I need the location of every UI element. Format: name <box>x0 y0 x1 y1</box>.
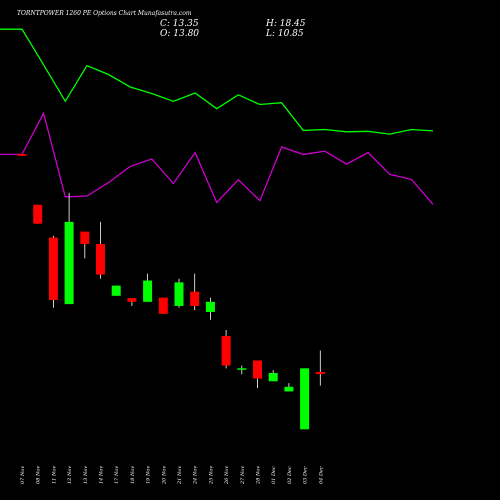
x-tick-label: 18 Nov <box>130 466 136 484</box>
candle <box>143 273 153 302</box>
candle-body <box>127 298 137 302</box>
candle <box>284 383 294 392</box>
candle <box>253 360 262 389</box>
x-tick-label: 04 Dec <box>318 466 324 484</box>
x-tick-label: 08 Nov <box>36 466 42 484</box>
candle <box>158 297 168 314</box>
x-tick-label: 27 Nov <box>240 466 246 485</box>
candle-body <box>237 368 247 370</box>
x-tick-label: 17 Nov <box>114 466 120 484</box>
candle <box>315 350 325 386</box>
candle <box>64 192 74 305</box>
candle-body <box>284 386 294 392</box>
candle <box>17 153 27 156</box>
candle-body <box>205 301 215 312</box>
candle <box>127 298 137 306</box>
candles <box>17 153 325 430</box>
x-axis-labels: 07 Nov 08 Nov 11 Nov 12 Nov 13 Nov 14 Nov 17 N… <box>20 466 324 485</box>
x-tick-label: 14 Nov <box>99 466 105 484</box>
candle-body <box>268 372 278 382</box>
close-value: C: 13.35 <box>160 19 199 29</box>
candle-body <box>17 153 27 156</box>
candle-body <box>33 204 43 224</box>
x-tick-label: 28 Nov <box>256 466 262 485</box>
x-tick-label: 26 Nov <box>224 466 230 485</box>
candle <box>96 221 105 279</box>
candle <box>33 204 43 224</box>
x-tick-label: 07 Nov <box>20 466 26 484</box>
candle-body <box>96 244 105 275</box>
x-tick-label: 02 Dec <box>287 466 293 484</box>
candle-body <box>174 282 184 306</box>
chart-title: TORNTPOWER 1260 PE Options Chart Munafas… <box>17 10 192 17</box>
candle-body <box>64 221 74 305</box>
candle <box>300 368 310 430</box>
candle <box>221 329 231 369</box>
candle <box>190 273 200 311</box>
candle <box>111 285 121 296</box>
candle <box>237 365 247 375</box>
candle-body <box>158 297 168 314</box>
candle-body <box>190 291 200 306</box>
x-tick-label: 03 Dec <box>303 466 309 484</box>
candle-body <box>111 285 121 296</box>
candle-body <box>143 280 153 302</box>
x-tick-label: 01 Dec <box>271 466 277 484</box>
candle <box>174 278 184 308</box>
x-tick-label: 12 Nov <box>67 466 73 484</box>
candle-body <box>315 372 325 375</box>
low-value: L: 10.85 <box>266 29 304 39</box>
x-tick-label: 21 Nov <box>177 466 183 485</box>
high-value: H: 18.45 <box>266 19 306 29</box>
overlay-line-1 <box>0 28 434 135</box>
candle <box>80 231 90 259</box>
candle <box>205 297 215 320</box>
candle-body <box>48 237 58 300</box>
candle-body <box>253 360 262 379</box>
x-tick-label: 24 Nov <box>193 466 199 485</box>
x-tick-label: 19 Nov <box>146 466 152 484</box>
candle-body <box>300 368 310 430</box>
x-tick-label: 11 Nov <box>51 466 57 484</box>
x-tick-label: 25 Nov <box>208 466 214 485</box>
open-value: O: 13.80 <box>160 29 200 39</box>
candle <box>268 370 278 382</box>
x-tick-label: 13 Nov <box>83 466 89 484</box>
overlay-lines <box>0 28 434 205</box>
candle-body <box>80 231 90 245</box>
candle-body <box>221 335 231 366</box>
candle <box>48 235 58 308</box>
overlay-line-2 <box>0 111 434 205</box>
x-tick-label: 20 Nov <box>161 466 167 485</box>
